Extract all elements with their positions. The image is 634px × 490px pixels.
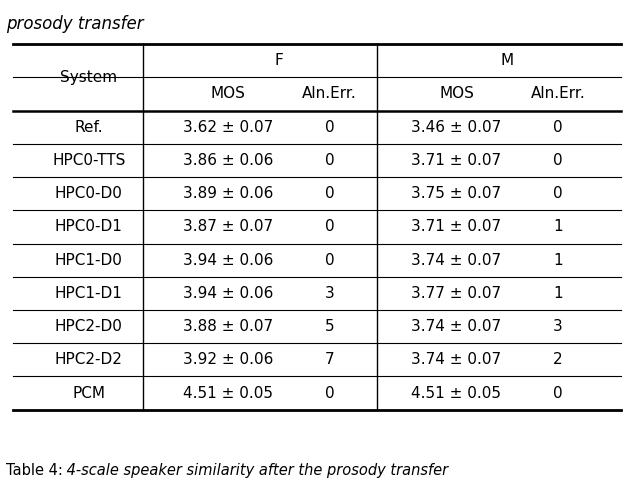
Text: 3.88 ± 0.07: 3.88 ± 0.07 <box>183 319 273 334</box>
Text: 7: 7 <box>325 352 335 368</box>
Text: M: M <box>501 53 514 68</box>
Text: 0: 0 <box>553 186 563 201</box>
Text: 0: 0 <box>325 253 335 268</box>
Text: 3.87 ± 0.07: 3.87 ± 0.07 <box>183 220 273 234</box>
Text: HPC0-D1: HPC0-D1 <box>55 220 123 234</box>
Text: 3.74 ± 0.07: 3.74 ± 0.07 <box>411 253 501 268</box>
Text: 0: 0 <box>325 220 335 234</box>
Text: HPC1-D1: HPC1-D1 <box>55 286 123 301</box>
Text: 4.51 ± 0.05: 4.51 ± 0.05 <box>411 386 501 400</box>
Text: 0: 0 <box>553 386 563 400</box>
Text: HPC0-TTS: HPC0-TTS <box>52 153 126 168</box>
Text: Aln.Err.: Aln.Err. <box>531 86 585 101</box>
Text: 3.77 ± 0.07: 3.77 ± 0.07 <box>411 286 501 301</box>
Text: 3.89 ± 0.06: 3.89 ± 0.06 <box>183 186 273 201</box>
Text: 3.71 ± 0.07: 3.71 ± 0.07 <box>411 220 501 234</box>
Text: MOS: MOS <box>210 86 246 101</box>
Text: 5: 5 <box>325 319 335 334</box>
Text: 4.51 ± 0.05: 4.51 ± 0.05 <box>183 386 273 400</box>
Text: 3.94 ± 0.06: 3.94 ± 0.06 <box>183 286 273 301</box>
Text: Table 4:: Table 4: <box>6 463 68 478</box>
Text: 3.86 ± 0.06: 3.86 ± 0.06 <box>183 153 273 168</box>
Text: 1: 1 <box>553 220 563 234</box>
Text: 3.46 ± 0.07: 3.46 ± 0.07 <box>411 120 501 135</box>
Text: 3: 3 <box>325 286 335 301</box>
Text: prosody transfer: prosody transfer <box>6 15 144 33</box>
Text: PCM: PCM <box>72 386 105 400</box>
Text: HPC0-D0: HPC0-D0 <box>55 186 123 201</box>
Text: 0: 0 <box>553 120 563 135</box>
Text: HPC2-D0: HPC2-D0 <box>55 319 123 334</box>
Text: HPC1-D0: HPC1-D0 <box>55 253 123 268</box>
Text: 0: 0 <box>553 153 563 168</box>
Text: MOS: MOS <box>439 86 474 101</box>
Text: 3.94 ± 0.06: 3.94 ± 0.06 <box>183 253 273 268</box>
Text: 3.74 ± 0.07: 3.74 ± 0.07 <box>411 352 501 368</box>
Text: HPC2-D2: HPC2-D2 <box>55 352 123 368</box>
Text: 0: 0 <box>325 386 335 400</box>
Text: 0: 0 <box>325 153 335 168</box>
Text: 0: 0 <box>325 186 335 201</box>
Text: 3.92 ± 0.06: 3.92 ± 0.06 <box>183 352 273 368</box>
Text: 4-scale speaker similarity after the prosody transfer: 4-scale speaker similarity after the pro… <box>62 463 448 478</box>
Text: 1: 1 <box>553 253 563 268</box>
Text: 3.71 ± 0.07: 3.71 ± 0.07 <box>411 153 501 168</box>
Text: 3.75 ± 0.07: 3.75 ± 0.07 <box>411 186 501 201</box>
Text: 1: 1 <box>553 286 563 301</box>
Text: F: F <box>275 53 283 68</box>
Text: Aln.Err.: Aln.Err. <box>302 86 357 101</box>
Text: 2: 2 <box>553 352 563 368</box>
Text: 3.62 ± 0.07: 3.62 ± 0.07 <box>183 120 273 135</box>
Text: System: System <box>60 70 117 85</box>
Text: 3.74 ± 0.07: 3.74 ± 0.07 <box>411 319 501 334</box>
Text: Ref.: Ref. <box>74 120 103 135</box>
Text: 3: 3 <box>553 319 563 334</box>
Text: 0: 0 <box>325 120 335 135</box>
